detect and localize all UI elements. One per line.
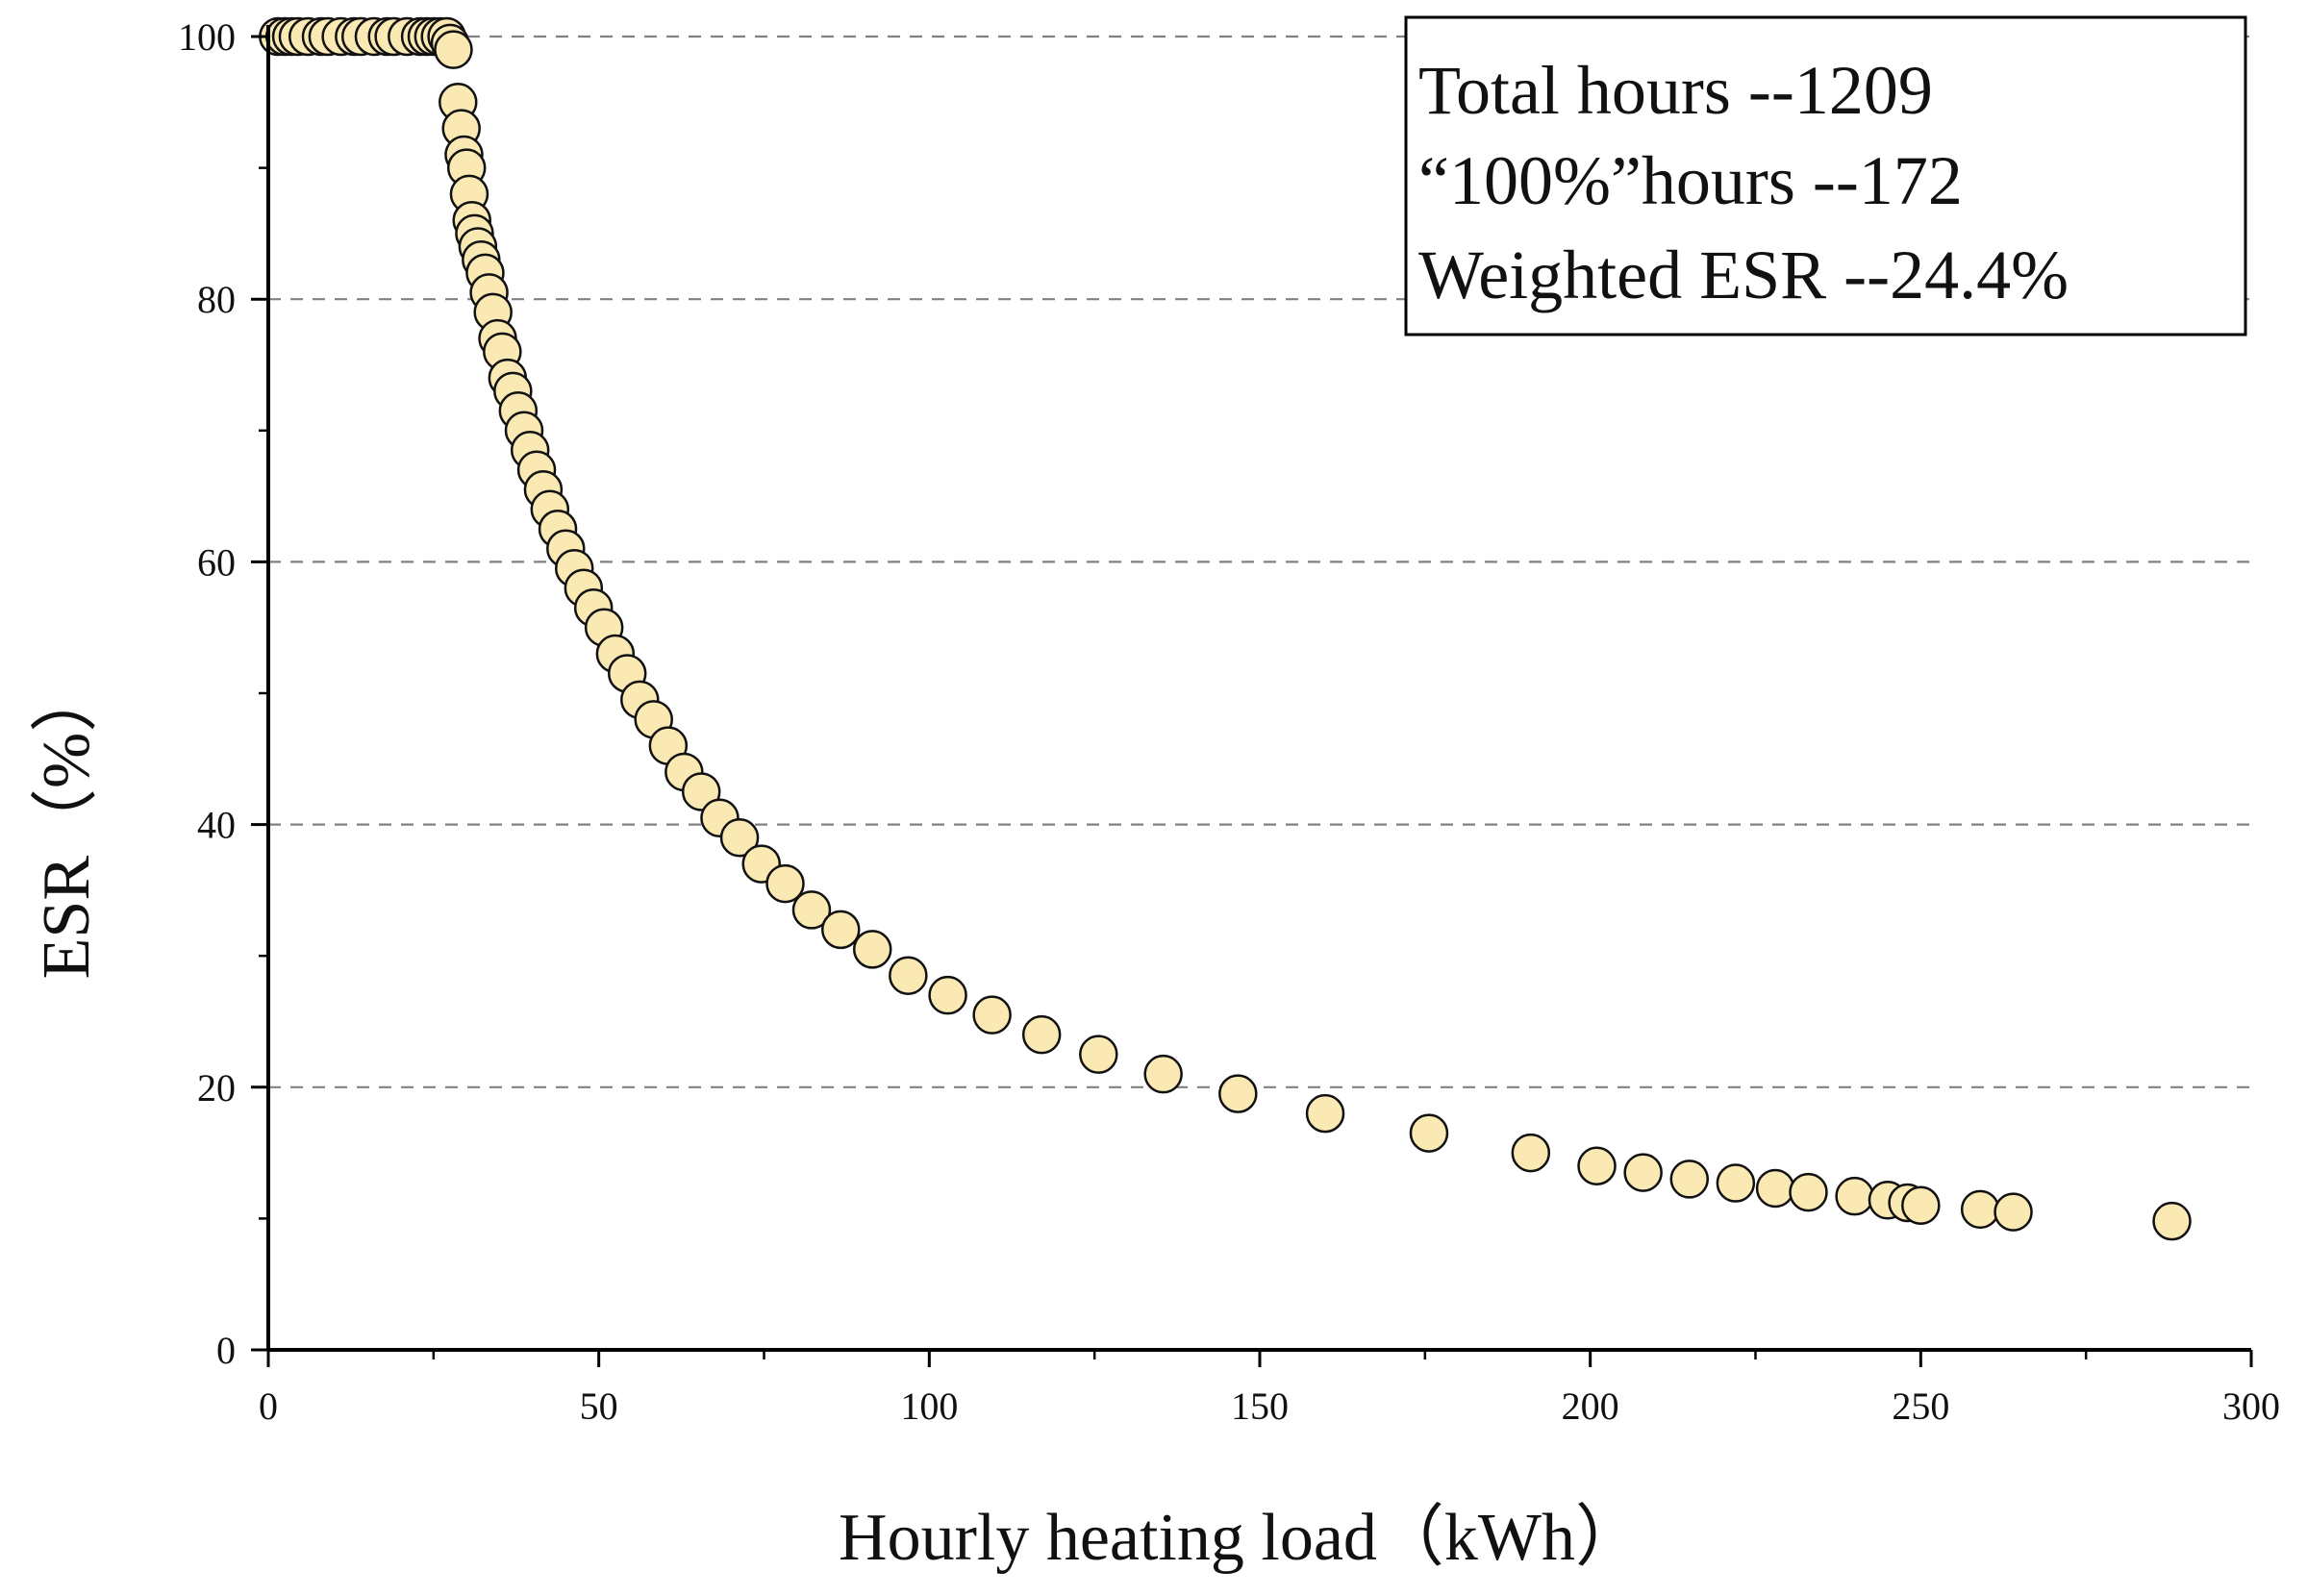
x-tick-label: 250 — [1892, 1384, 1949, 1428]
axes — [251, 25, 2253, 1367]
data-point — [765, 863, 805, 904]
data-point — [1669, 1160, 1710, 1199]
x-tick-label: 0 — [259, 1384, 278, 1428]
x-tick-label: 150 — [1231, 1384, 1289, 1428]
annotation-100-hours: “100%”hours --172 — [1418, 142, 1963, 219]
data-point — [1716, 1163, 1756, 1203]
data-point — [972, 995, 1012, 1035]
tick-labels: 0 50 100 150 200 250 300 0 20 40 60 80 100 — [178, 15, 2280, 1428]
data-point — [852, 930, 892, 969]
annotation-weighted-esr: Weighted ESR --24.4% — [1418, 237, 2069, 313]
y-tick-label: 0 — [216, 1329, 236, 1372]
x-tick-label: 50 — [580, 1384, 618, 1428]
data-point — [1835, 1176, 1874, 1216]
data-point — [1577, 1146, 1617, 1186]
legend-frame — [1404, 15, 2247, 337]
y-tick-label: 80 — [197, 278, 236, 321]
data-point — [1143, 1054, 1183, 1094]
data-point — [681, 772, 721, 811]
data-point — [1994, 1192, 2033, 1232]
annotation-total-hours: Total hours --1209 — [1418, 52, 1933, 129]
y-tick-label: 40 — [197, 804, 236, 847]
data-point — [1305, 1093, 1345, 1134]
legend-box: Total hours --1209 “100%”hours --172 Wei… — [1404, 15, 2247, 337]
data-point — [719, 818, 760, 858]
data-point — [889, 956, 928, 995]
data-point — [1960, 1189, 2000, 1230]
y-tick-label: 60 — [197, 540, 236, 584]
data-point — [434, 30, 473, 69]
y-axis-title: ESR（%） — [30, 665, 104, 980]
data-point — [820, 910, 861, 950]
x-tick-label: 300 — [2222, 1384, 2280, 1428]
data-point — [1901, 1185, 1941, 1225]
data-point — [1623, 1153, 1663, 1192]
data-point — [1021, 1014, 1062, 1055]
data-point — [1511, 1133, 1551, 1173]
y-tick-label: 20 — [197, 1066, 236, 1110]
data-point — [1789, 1172, 1828, 1212]
data-point — [2152, 1201, 2192, 1241]
data-point — [1218, 1074, 1258, 1113]
data-point — [791, 890, 832, 930]
x-tick-label: 200 — [1562, 1384, 1619, 1428]
data-point — [1409, 1113, 1449, 1153]
data-point — [1079, 1035, 1118, 1074]
x-axis-title: Hourly heating load（kWh） — [839, 1501, 1642, 1575]
data-point — [928, 975, 967, 1015]
x-tick-label: 100 — [900, 1384, 958, 1428]
data-points — [259, 16, 2192, 1241]
y-tick-label: 100 — [178, 15, 236, 59]
data-point — [1755, 1168, 1795, 1209]
